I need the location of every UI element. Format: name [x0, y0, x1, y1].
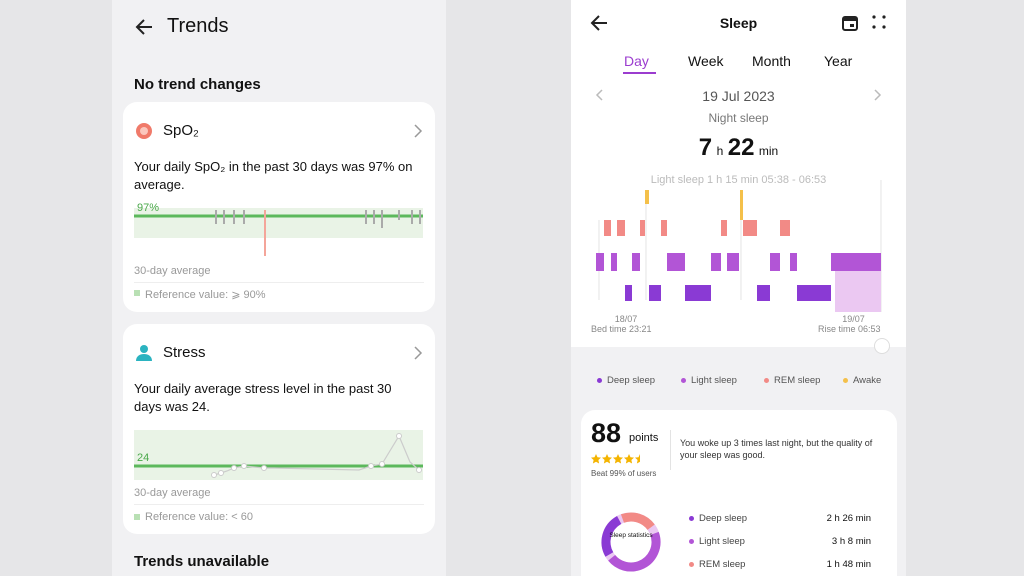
- legend-text: Light sleep: [691, 375, 737, 386]
- stat-name: REM sleep: [689, 559, 745, 570]
- tab[interactable]: Year: [824, 53, 853, 69]
- donut: [601, 512, 661, 572]
- legend-item: Deep sleep: [597, 375, 655, 386]
- screen-title: Sleep: [719, 15, 758, 31]
- duration: 7 h 22 min: [571, 134, 906, 162]
- donut-label: Sleep statistics: [609, 532, 653, 539]
- prev-day[interactable]: [595, 89, 603, 101]
- trends-screen: Trends No trend changes SpO₂ Your daily …: [112, 0, 446, 576]
- chevron: [414, 124, 423, 138]
- legend-item: Light sleep: [681, 375, 737, 386]
- minutes-unit: min: [758, 144, 779, 158]
- more-button[interactable]: [871, 14, 887, 30]
- scrubber[interactable]: [874, 338, 890, 354]
- screen-title: Trends: [167, 15, 229, 37]
- stress-chart: [134, 430, 423, 480]
- chart-label: 97%: [137, 202, 160, 214]
- chevron: [414, 346, 423, 360]
- card-title: Stress: [163, 344, 206, 361]
- stat-text: Deep sleep: [699, 513, 748, 524]
- back-button[interactable]: [134, 17, 156, 37]
- legend-item: Awake: [843, 375, 881, 386]
- legend-text: Deep sleep: [607, 375, 656, 386]
- stat-text: Light sleep: [699, 536, 745, 547]
- score-card: 88 points Beat 99% of users You woke up …: [581, 410, 897, 576]
- score-message: You woke up 3 times last night, but the …: [680, 438, 873, 460]
- reference-swatch: [134, 290, 140, 296]
- bed-time: Bed time 23:21: [591, 324, 652, 334]
- card-text: Your daily average stress level in the p…: [134, 381, 392, 414]
- back-button[interactable]: [589, 13, 611, 33]
- tooltip: Light sleep 1 h 15 min 05:38 - 06:53: [650, 174, 827, 186]
- rise-date: 19/07: [842, 314, 865, 324]
- tab[interactable]: Month: [752, 53, 791, 69]
- stat-name: Deep sleep: [689, 513, 747, 524]
- stars: [591, 454, 640, 464]
- divider: [670, 430, 671, 470]
- stat-name: Light sleep: [689, 536, 745, 547]
- section-heading: Trends unavailable: [134, 553, 270, 570]
- stat-value: 3 h 8 min: [831, 536, 871, 547]
- divider: [134, 282, 424, 283]
- spo2-icon: [136, 123, 152, 139]
- stat-value: 1 h 48 min: [826, 559, 871, 570]
- minutes: 22: [727, 134, 755, 161]
- date: 19 Jul 2023: [702, 88, 775, 104]
- score-unit: points: [629, 432, 659, 444]
- hours-unit: h: [716, 144, 724, 158]
- reference-text: Reference value: ⩾ 90%: [145, 289, 266, 301]
- card-text: Your daily SpO₂ in the past 30 days was …: [134, 159, 413, 192]
- chart-label: 24: [137, 452, 150, 464]
- calendar-button[interactable]: [841, 14, 859, 32]
- divider: [134, 504, 424, 505]
- legend-item: REM sleep: [764, 375, 820, 386]
- next-day[interactable]: [874, 89, 882, 101]
- stress-card[interactable]: Stress Your daily average stress level i…: [123, 324, 435, 534]
- legend-text: Awake: [853, 375, 882, 386]
- spo2-card[interactable]: SpO₂ Your daily SpO₂ in the past 30 days…: [123, 102, 435, 312]
- reference-text: Reference value: < 60: [145, 511, 253, 523]
- stat-text: REM sleep: [699, 559, 746, 570]
- average-label: 30-day average: [134, 487, 211, 499]
- bed-date: 18/07: [614, 314, 638, 324]
- beat-text: Beat 99% of users: [591, 469, 657, 478]
- stat-value: 2 h 26 min: [826, 513, 871, 524]
- tab-underline: [623, 72, 656, 74]
- sleep-screen: Sleep Day Week Month Year 19 Jul 2023 Ni…: [571, 0, 906, 576]
- tab-active[interactable]: Day: [624, 53, 649, 69]
- subtitle: Night sleep: [708, 111, 769, 125]
- section-heading: No trend changes: [134, 76, 261, 93]
- reference-swatch: [134, 514, 140, 520]
- legend-text: REM sleep: [774, 375, 821, 386]
- average-label: 30-day average: [134, 265, 211, 277]
- spo2-chart: [134, 208, 423, 256]
- rise-time: Rise time 06:53: [818, 324, 881, 334]
- card-title: SpO₂: [163, 122, 199, 139]
- tab[interactable]: Week: [688, 53, 724, 69]
- hours: 7: [698, 134, 713, 161]
- hypnogram: [596, 180, 882, 312]
- score-value: 88: [591, 418, 622, 448]
- stress-icon: [136, 345, 152, 361]
